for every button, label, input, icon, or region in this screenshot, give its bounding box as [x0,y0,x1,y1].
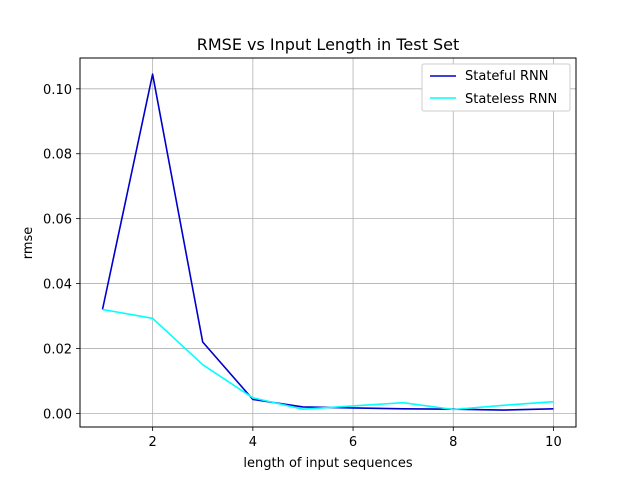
y-tick-label: 0.08 [43,148,72,163]
series-line-stateless [102,308,554,411]
x-tick-label: 10 [545,435,562,450]
y-axis-label: rmse [21,227,36,260]
x-tick-label: 4 [249,435,257,450]
y-tick-label: 0.04 [43,278,72,293]
x-axis-label: length of input sequences [243,456,412,471]
x-tick-label: 2 [149,435,157,450]
x-tick-label: 8 [449,435,457,450]
y-tick-label: 0.02 [43,342,72,357]
plot-frame [79,57,577,428]
y-tick-label: 0.10 [43,83,72,98]
x-tick-label: 6 [349,435,357,450]
y-tick-label: 0.06 [43,213,72,228]
y-tick-label: 0.00 [43,407,72,422]
data-series [101,73,554,411]
legend-box [421,63,571,112]
legend-label-stateless: Stateless RNN [465,92,557,107]
axis-ticks: 2 4 6 8 10 0.00 0.02 0.04 0.06 0.08 0.10 [43,83,562,450]
legend-label-stateful: Stateful RNN [465,69,548,84]
chart-title: RMSE vs Input Length in Test Set [197,35,460,54]
legend: Stateful RNN Stateless RNN [421,63,571,112]
